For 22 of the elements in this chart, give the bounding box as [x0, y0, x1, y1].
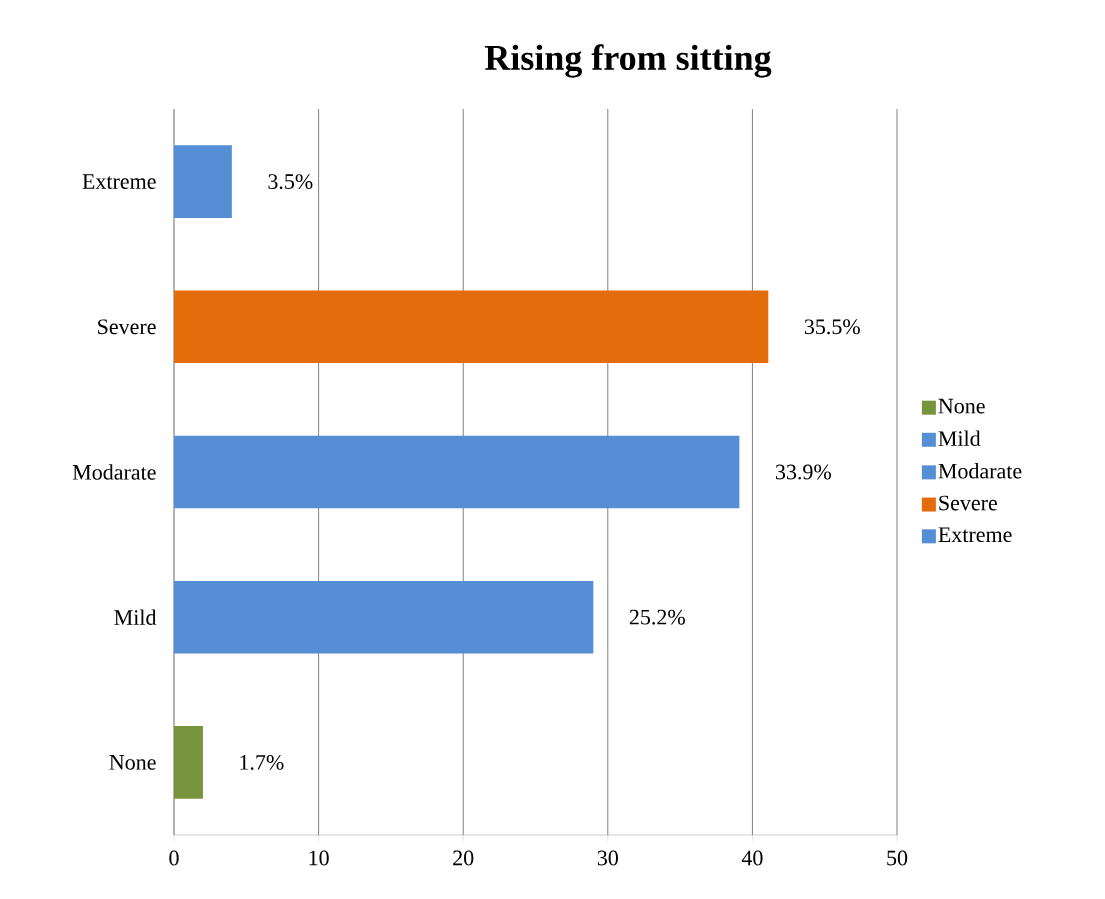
- annotation: 35.5%: [804, 319, 860, 335]
- y-tick-label: Modarate: [72, 464, 156, 480]
- annotation: 25.2%: [629, 609, 685, 625]
- annotation: 33.9%: [775, 464, 831, 480]
- chart-title: Rising from sitting: [484, 44, 772, 78]
- y-tick-label: Mild: [114, 609, 157, 625]
- legend-label: Modarate: [938, 463, 1022, 479]
- legend-label: Extreme: [938, 527, 1012, 543]
- x-tick-label: 10: [309, 850, 329, 866]
- legend-label: Severe: [939, 495, 997, 511]
- annotation: 1.7%: [240, 754, 284, 770]
- x-tick-label: 0: [169, 850, 179, 866]
- y-tick-label: None: [109, 755, 156, 770]
- annotation: 3.5%: [268, 174, 313, 190]
- x-tick-label: 40: [741, 850, 763, 866]
- legend-label: Mild: [938, 430, 981, 447]
- y-tick-label: Severe: [98, 319, 156, 335]
- x-tick-label: 30: [597, 850, 618, 866]
- x-tick-label: 20: [453, 850, 474, 866]
- y-tick-label: Extreme: [82, 174, 156, 189]
- x-tick-label: 50: [887, 850, 908, 866]
- legend-label: None: [938, 398, 985, 414]
